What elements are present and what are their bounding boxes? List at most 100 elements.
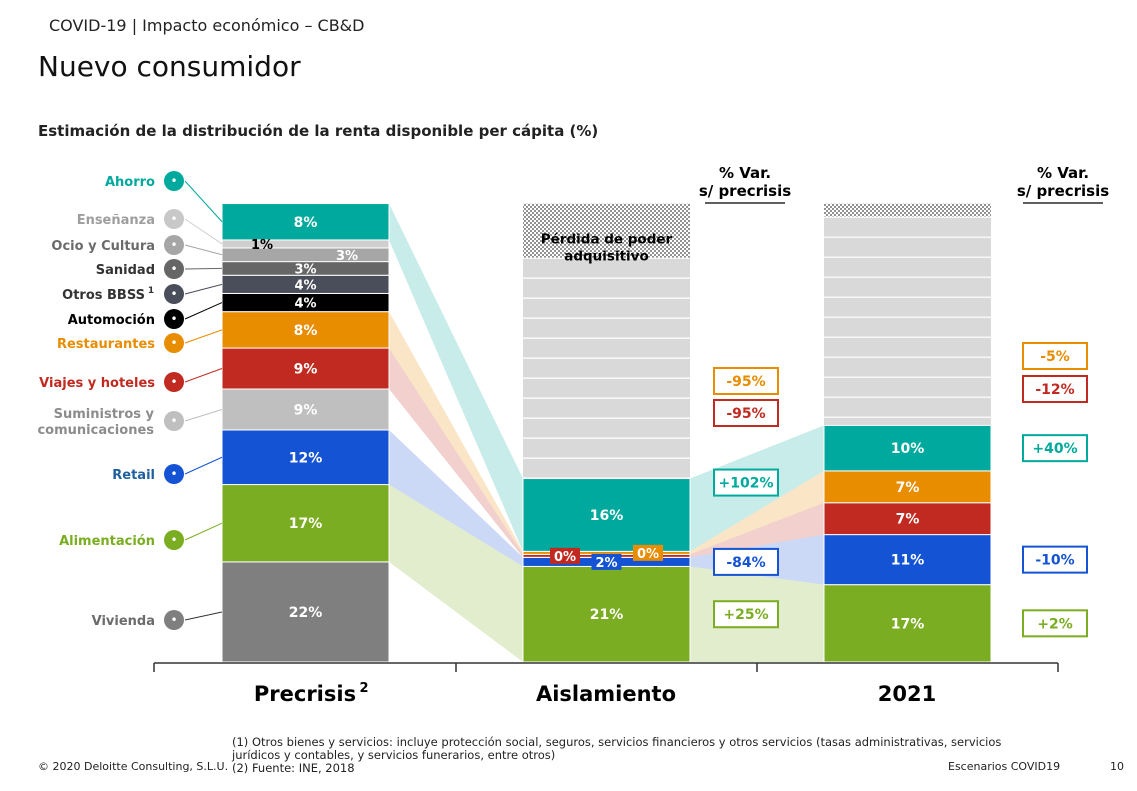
- var-header-line2: s/ precrisis: [699, 182, 791, 200]
- var-value-ahorro: +40%: [1032, 441, 1077, 457]
- medical-icon: [164, 259, 184, 279]
- category-label-2021: 2021: [878, 682, 936, 706]
- plane-icon-glyph: •: [170, 375, 177, 389]
- var-value-alimentacion: +25%: [723, 607, 768, 623]
- loss-area: [523, 203, 690, 259]
- value-label-ahorro: 16%: [590, 508, 624, 524]
- moneybag-icon: [164, 171, 184, 191]
- legend-label-ensenanza: Enseñanza: [77, 213, 155, 228]
- value-label-otros-bbss: 4%: [294, 278, 316, 293]
- medical-icon-glyph: •: [170, 262, 177, 276]
- legend-label-retail: Retail: [112, 468, 155, 483]
- grid-icon: [164, 284, 184, 304]
- var-box-ahorro: [1022, 434, 1088, 463]
- value-label-alimentacion: 17%: [891, 616, 925, 632]
- bar-segment-ahorro: [221, 203, 390, 241]
- loss-label-line2: adquisitivo: [564, 249, 649, 265]
- value-badge-restaurantes: [633, 544, 663, 561]
- house-icon-glyph: •: [170, 613, 177, 627]
- leader-line-viajes-y-hoteles: [184, 368, 223, 383]
- ribbon-ahorro: [389, 203, 523, 552]
- music-icon-glyph: •: [170, 238, 177, 252]
- legend-superscript-otros-bbss: 1: [148, 286, 154, 296]
- breadcrumb: COVID-19 | Impacto económico – CB&D: [49, 16, 365, 35]
- apple-icon-glyph: •: [170, 533, 177, 547]
- legend-label-viajes-y-hoteles: Viajes y hoteles: [39, 376, 155, 391]
- category-label-aislamiento: Aislamiento: [536, 682, 676, 706]
- value-label-ocio-y-cultura: 3%: [336, 249, 358, 264]
- var-value-retail: -84%: [726, 555, 765, 571]
- var-value-viajes-y-hoteles: -95%: [726, 406, 765, 422]
- bar-segment-alimentacion: [823, 584, 992, 663]
- leader-line-retail: [184, 456, 223, 475]
- bar-segment-alimentacion: [522, 565, 691, 663]
- var-value-viajes-y-hoteles: -12%: [1035, 382, 1074, 398]
- var-header-line2: s/ precrisis: [1017, 182, 1109, 200]
- page-number: 10: [1110, 760, 1124, 773]
- var-value-restaurantes: -95%: [726, 374, 765, 390]
- var-box-retail: [1022, 545, 1088, 574]
- house-icon: [164, 610, 184, 630]
- category-label-precrisis: Precrisis: [254, 682, 356, 706]
- var-header-line1: % Var.: [719, 164, 771, 182]
- value-label-vivienda: 22%: [289, 605, 323, 621]
- value-label-alimentacion: 21%: [590, 607, 624, 623]
- value-label-sanidad: 3%: [294, 262, 316, 277]
- value-label-restaurantes: 8%: [294, 323, 318, 339]
- value-label-alimentacion: 17%: [289, 516, 323, 532]
- value-label-suministros-y-comunicaciones: 9%: [294, 402, 318, 418]
- value-label-ensenanza: 1%: [251, 238, 273, 253]
- moneybag-icon-glyph: •: [170, 174, 177, 188]
- leader-line-ahorro: [184, 180, 223, 223]
- legend-label-otros-bbss: Otros BBSS: [62, 288, 145, 303]
- category-superscript: 2: [359, 681, 368, 696]
- value-label-viajes-y-hoteles: 0%: [554, 550, 576, 565]
- legend-label-sanidad: Sanidad: [96, 263, 155, 278]
- value-label-ahorro: 8%: [294, 215, 318, 231]
- leader-line-suministros-y-comunicaciones: [184, 408, 223, 422]
- footnotes: (1) Otros bienes y servicios: incluye pr…: [232, 736, 1012, 775]
- book-icon: [164, 209, 184, 229]
- legend-label-alimentacion: Alimentación: [59, 534, 155, 549]
- var-value-alimentacion: +2%: [1037, 616, 1073, 632]
- bar-segment-viajes-y-hoteles: [221, 347, 390, 390]
- legend-label-ocio-y-cultura: Ocio y Cultura: [51, 239, 155, 254]
- cutlery-icon-glyph: •: [170, 336, 177, 350]
- leader-line-alimentacion: [184, 522, 223, 541]
- value-badge-retail: [591, 553, 622, 570]
- flame-icon-glyph: •: [170, 414, 177, 428]
- plane-icon: [164, 372, 184, 392]
- var-value-restaurantes: -5%: [1040, 349, 1070, 365]
- ribbon-restaurantes: [389, 311, 523, 555]
- value-label-viajes-y-hoteles: 7%: [896, 512, 920, 528]
- legend-label-restaurantes: Restaurantes: [57, 337, 155, 352]
- var-box-retail: [713, 547, 779, 576]
- value-badge-viajes-y-hoteles: [550, 547, 580, 564]
- ribbon-retail: [389, 429, 523, 567]
- copyright: © 2020 Deloitte Consulting, S.L.U.: [38, 760, 229, 773]
- shirt-icon-glyph: •: [170, 467, 177, 481]
- var-box-viajes-y-hoteles: [1022, 375, 1088, 403]
- legend-label-vivienda: Vivienda: [92, 614, 155, 629]
- music-icon: [164, 235, 184, 255]
- leader-line-restaurantes: [184, 329, 223, 344]
- bar-segment-ahorro: [522, 478, 691, 552]
- car-icon-glyph: •: [170, 312, 177, 326]
- bar-segment-viajes-y-hoteles: [823, 502, 992, 536]
- var-box-ahorro: [713, 468, 779, 497]
- legend-label-suministros-y-comunicaciones-2: comunicaciones: [37, 423, 154, 438]
- var-box-restaurantes: [1022, 342, 1088, 370]
- var-value-retail: -10%: [1035, 553, 1074, 569]
- leader-line-ensenanza: [184, 218, 223, 245]
- flame-icon: [164, 411, 184, 431]
- grid-icon-glyph: •: [170, 287, 177, 301]
- var-box-restaurantes: [713, 367, 779, 395]
- chart-subtitle: Estimación de la distribución de la rent…: [38, 122, 599, 140]
- ribbon-alimentacion: [389, 484, 523, 662]
- value-label-retail: 12%: [289, 450, 323, 466]
- shirt-icon: [164, 464, 184, 484]
- legend-label-ahorro: Ahorro: [105, 175, 155, 190]
- footnote-2: (2) Fuente: INE, 2018: [232, 761, 355, 775]
- ribbon-viajes-y-hoteles: [690, 502, 824, 558]
- bar-segment-suministros-y-comunicaciones: [221, 388, 390, 431]
